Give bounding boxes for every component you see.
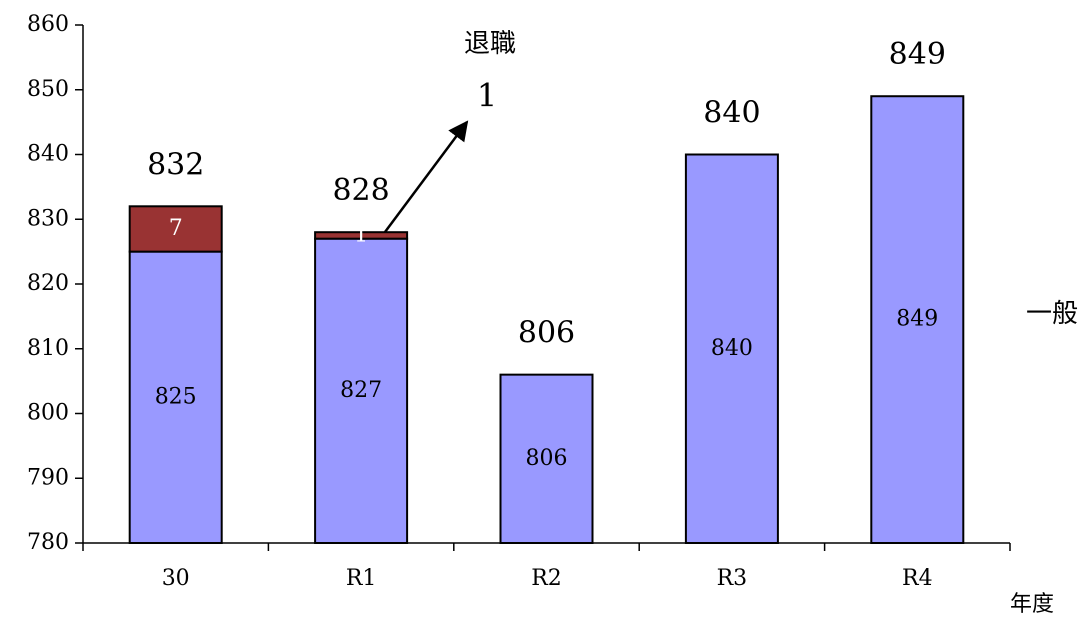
- series-label: 一般: [1026, 299, 1078, 329]
- value-label: 840: [711, 336, 753, 361]
- y-tick-label: 790: [27, 465, 69, 490]
- bar-segment: [314, 237, 409, 545]
- y-tick-label: 850: [27, 77, 69, 102]
- bar-segment: [314, 231, 409, 240]
- y-tick-label: 840: [27, 142, 69, 167]
- bar-segment: [870, 95, 965, 544]
- value-label: 1: [354, 222, 368, 247]
- bar-segment: [128, 205, 223, 253]
- y-tick-label: 810: [27, 336, 69, 361]
- y-tick-label: 860: [27, 12, 69, 37]
- bar-segment: [684, 153, 779, 544]
- x-tick-label: R4: [902, 566, 933, 591]
- value-label: 827: [340, 378, 382, 403]
- total-label: 806: [518, 316, 575, 351]
- value-label: 7: [169, 216, 183, 241]
- y-tick-label: 820: [27, 271, 69, 296]
- total-label: 828: [332, 173, 389, 208]
- total-label: 849: [889, 37, 946, 72]
- x-axis-label: 年度: [1010, 592, 1054, 617]
- annotation-arrow: [383, 120, 469, 233]
- y-tick-label: 780: [27, 530, 69, 555]
- bar-segment: [128, 250, 223, 544]
- total-label: 832: [147, 147, 204, 182]
- value-label: 806: [526, 446, 568, 471]
- x-tick-label: R1: [346, 566, 377, 591]
- annotation-value: 1: [477, 77, 497, 115]
- y-tick-label: 800: [27, 401, 69, 426]
- annotation-label: 退職: [464, 29, 516, 59]
- x-tick-label: R3: [717, 566, 748, 591]
- y-tick-label: 830: [27, 206, 69, 231]
- value-label: 849: [896, 307, 938, 332]
- value-label: 825: [155, 384, 197, 409]
- total-label: 840: [703, 96, 760, 131]
- x-tick-label: R2: [531, 566, 562, 591]
- x-tick-label: 30: [162, 566, 190, 591]
- bar-segment: [499, 373, 594, 544]
